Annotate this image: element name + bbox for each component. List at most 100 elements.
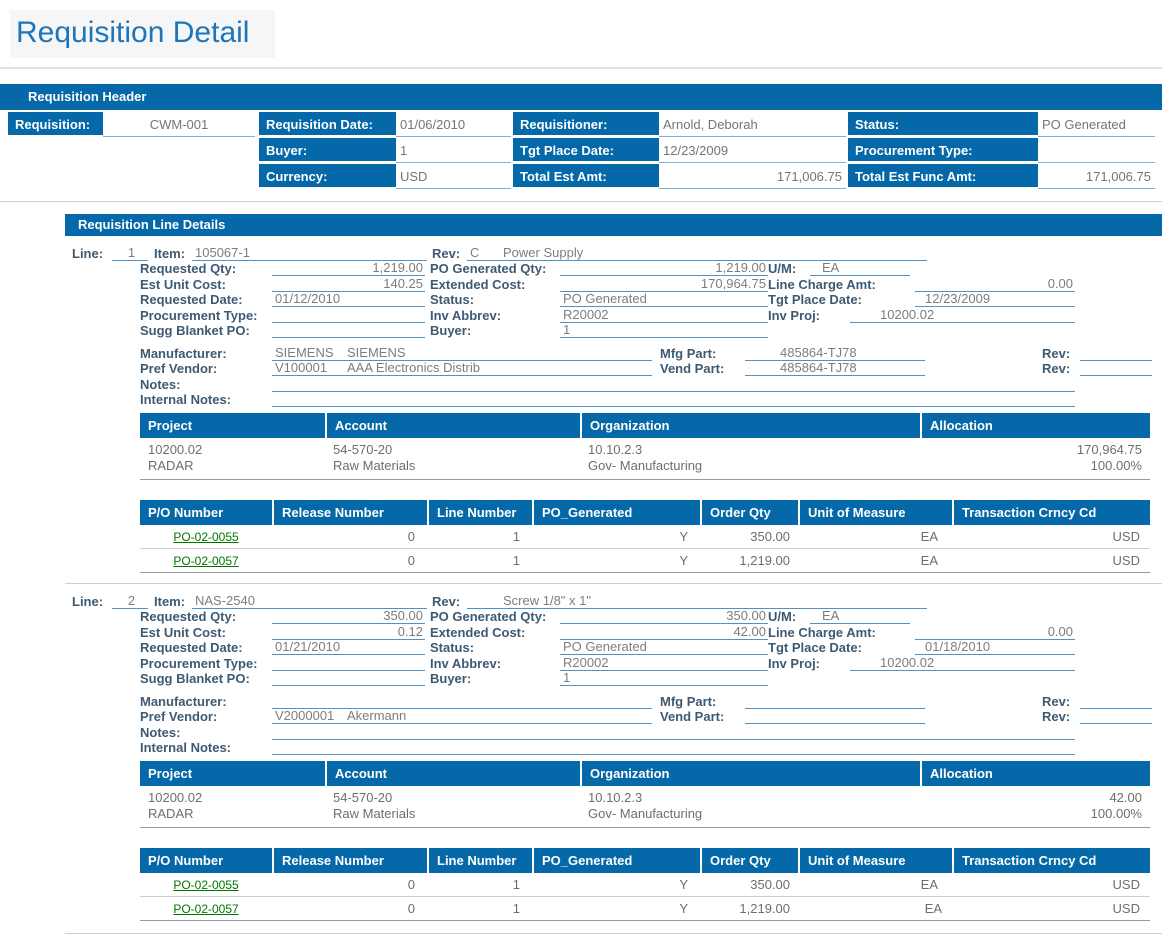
col-po-number: P/O Number xyxy=(148,505,224,520)
order-qty-cell: 350.00 xyxy=(750,877,790,892)
currency-label: Currency: xyxy=(259,164,396,189)
tgt-place-date-label: Tgt Place Date: xyxy=(768,292,862,307)
col-line-number: Line Number xyxy=(427,848,532,873)
mfg-part-value: 485864-TJ78 xyxy=(745,345,925,361)
internal-notes-row: Internal Notes: xyxy=(65,392,1162,407)
order-qty-cell: 1,219.00 xyxy=(739,901,790,916)
requisition-date-value: 01/06/2010 xyxy=(396,112,511,137)
proc-inv-row: Procurement Type: Inv Abbrev: R20002 Inv… xyxy=(65,307,1162,323)
po-table: P/O Number Release Number Line Number PO… xyxy=(140,848,1150,921)
requisitioner-label: Requisitioner: xyxy=(513,112,659,137)
po-number-link[interactable]: PO-02-0055 xyxy=(173,877,239,892)
requested-qty-value: 350.00 xyxy=(272,609,425,624)
release-number-cell: 0 xyxy=(407,901,415,916)
mfg-rev-label: Rev: xyxy=(1042,693,1071,709)
cost-row: Est Unit Cost: 140.25 Extended Cost: 170… xyxy=(65,276,1162,292)
line-number-value: 2 xyxy=(112,593,148,609)
header-row-2: Buyer: 1 Tgt Place Date: 12/23/2009 Proc… xyxy=(8,138,1162,163)
internal-notes-label: Internal Notes: xyxy=(140,740,232,755)
rev-label: Rev: xyxy=(432,245,461,261)
procurement-type-value xyxy=(272,656,425,671)
account-cell: 54-570-20 Raw Materials xyxy=(333,442,416,473)
po-generated-cell: Y xyxy=(679,553,688,568)
line-1-block: Line: 1 Item: 105067-1 Rev: C Power Suppl… xyxy=(65,245,1162,584)
blanket-buyer-row: Sugg Blanket PO: Buyer: 1 xyxy=(65,671,1162,686)
currency-value: USD xyxy=(396,164,511,189)
requisition-header-bar: Requisition Header xyxy=(0,84,1162,110)
allocation-table: Project Account Organization Allocation … xyxy=(140,413,1150,480)
line-charge-amt-value: 0.00 xyxy=(915,624,1075,640)
date-status-row: Requested Date: 01/21/2010 Status: PO Ge… xyxy=(65,640,1162,655)
col-project: Project xyxy=(148,418,193,433)
po-generated-qty-value: 1,219.00 xyxy=(560,261,768,276)
inv-proj-value: 10200.02 xyxy=(850,655,1075,671)
order-qty-cell: 1,219.00 xyxy=(739,553,790,568)
procurement-type-value xyxy=(1038,138,1155,163)
inv-proj-value: 10200.02 xyxy=(850,307,1075,323)
col-po-generated: PO_Generated xyxy=(532,500,700,525)
item-label: Item: xyxy=(154,593,186,609)
requisition-date-label: Requisition Date: xyxy=(259,112,396,137)
col-order-qty: Order Qty xyxy=(700,500,798,525)
est-unit-cost-value: 140.25 xyxy=(272,276,425,292)
extended-cost-label: Extended Cost: xyxy=(430,624,526,640)
requested-date-label: Requested Date: xyxy=(140,292,243,307)
rev-value: C Power Supply xyxy=(467,245,927,261)
po-number-link[interactable]: PO-02-0057 xyxy=(173,553,239,568)
line-number-cell: 1 xyxy=(512,529,520,544)
extended-cost-label: Extended Cost: xyxy=(430,276,526,292)
requisition-label: Requisition: xyxy=(8,112,103,137)
unit-of-measure-cell: EA xyxy=(920,877,938,892)
internal-notes-row: Internal Notes: xyxy=(65,740,1162,755)
pref-vendor-row: Pref Vendor: V2000001 Akermann Vend Part:… xyxy=(65,709,1162,724)
sugg-blanket-po-value xyxy=(272,671,425,686)
pref-vendor-label: Pref Vendor: xyxy=(140,361,218,376)
po-table: P/O Number Release Number Line Number PO… xyxy=(140,500,1150,573)
line-charge-amt-label: Line Charge Amt: xyxy=(768,276,876,292)
po-generated-qty-label: PO Generated Qty: xyxy=(430,609,547,624)
unit-of-measure-cell: EA xyxy=(920,529,938,544)
item-label: Item: xyxy=(154,245,186,261)
project-cell: 10200.02 RADAR xyxy=(148,790,203,821)
requisition-header-table: Requisition: CWM-001 Requisition Date: 0… xyxy=(8,112,1162,189)
crncy-cd-cell: USD xyxy=(1112,553,1140,568)
rev-desc: Screw 1/8" x 1" xyxy=(503,592,591,608)
col-unit-of-measure: Unit of Measure xyxy=(798,500,952,525)
unit-of-measure-cell: EA xyxy=(924,901,942,916)
line-number-cell: 1 xyxy=(512,553,520,568)
mfg-rev-value xyxy=(1080,346,1152,361)
vend-part-value xyxy=(745,709,925,724)
allocation-table-row: 10200.02 RADAR 54-570-20 Raw Materials 10.… xyxy=(140,438,1150,480)
col-account: Account xyxy=(325,413,580,438)
account-cell: 54-570-20 Raw Materials xyxy=(333,790,416,821)
po-number-link[interactable]: PO-02-0057 xyxy=(173,901,239,916)
sugg-blanket-po-label: Sugg Blanket PO: xyxy=(140,671,250,686)
mfg-rev-label: Rev: xyxy=(1042,345,1071,361)
total-est-amt-label: Total Est Amt: xyxy=(513,164,659,189)
line-item-row: Line: 1 Item: 105067-1 Rev: C Power Suppl… xyxy=(65,245,1162,261)
col-line-number: Line Number xyxy=(427,500,532,525)
requested-date-value: 01/12/2010 xyxy=(272,292,425,307)
notes-value xyxy=(272,377,1075,392)
procurement-type-label: Procurement Type: xyxy=(140,307,258,323)
tgt-place-date-value: 01/18/2010 xyxy=(915,640,1075,655)
po-number-link[interactable]: PO-02-0055 xyxy=(173,529,239,544)
line-number-cell: 1 xyxy=(512,877,520,892)
pref-vendor-label: Pref Vendor: xyxy=(140,709,218,724)
col-allocation: Allocation xyxy=(920,413,1150,438)
inv-abbrev-label: Inv Abbrev: xyxy=(430,307,502,323)
col-po-generated: PO_Generated xyxy=(532,848,700,873)
mfg-part-label: Mfg Part: xyxy=(660,345,717,361)
po-generated-cell: Y xyxy=(679,529,688,544)
po-table-row: PO-02-0055 0 1 Y 350.00 EA USD xyxy=(140,873,1150,897)
col-order-qty: Order Qty xyxy=(700,848,798,873)
total-est-func-amt-value: 171,006.75 xyxy=(1038,164,1155,189)
inv-abbrev-value: R20002 xyxy=(560,307,768,323)
vend-rev-label: Rev: xyxy=(1042,709,1071,724)
tgt-place-date-label: Tgt Place Date: xyxy=(768,640,862,655)
line-2-block: Line: 2 Item: NAS-2540 Rev: Screw 1/8" x… xyxy=(65,593,1162,934)
line-item-row: Line: 2 Item: NAS-2540 Rev: Screw 1/8" x… xyxy=(65,593,1162,609)
inv-proj-label: Inv Proj: xyxy=(768,307,821,323)
requisition-value: CWM-001 xyxy=(103,112,255,137)
rev-label: Rev: xyxy=(432,593,461,609)
